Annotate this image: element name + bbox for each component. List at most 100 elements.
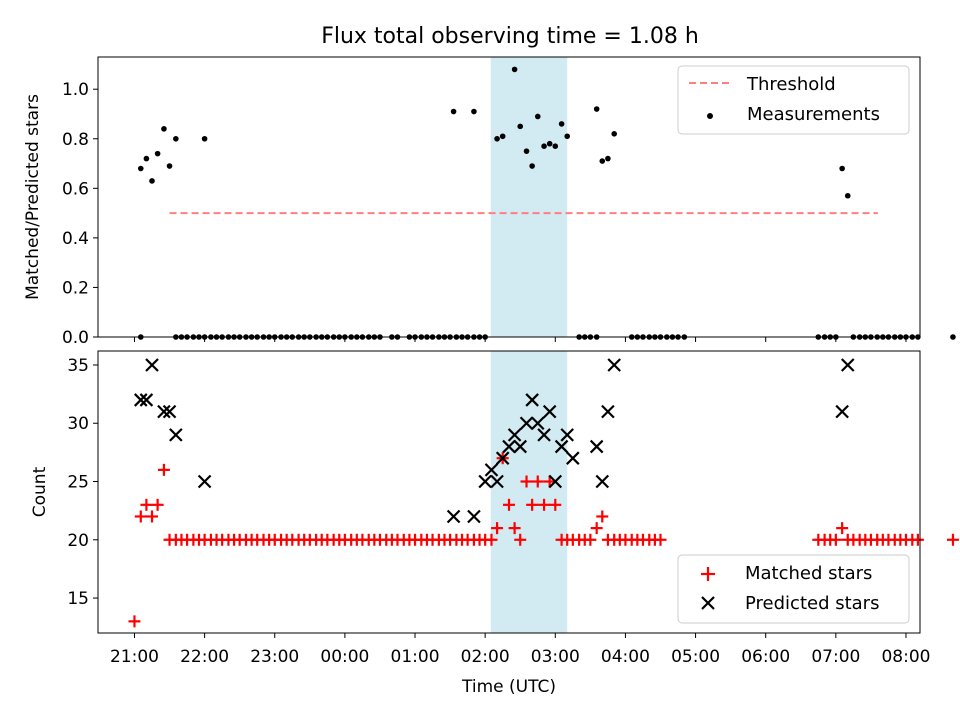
measurement-point xyxy=(839,165,845,172)
chart-title: Flux total observing time = 1.08 h xyxy=(321,24,699,49)
matched-star-point xyxy=(151,498,164,511)
predicted-legend-swatch xyxy=(701,596,715,610)
predicted-star-point xyxy=(478,474,492,489)
x-axis-label: Time (UTC) xyxy=(461,677,556,697)
measurement-point xyxy=(137,165,144,172)
bottom-x-ticks: 21:00 22:00 23:00 00:00 01:00 02:00 03:00 04:00… xyxy=(110,633,930,667)
matched-star-point xyxy=(911,533,924,546)
predicted-star-point xyxy=(530,416,545,431)
measurements-legend-swatch xyxy=(707,113,713,119)
measurement-point xyxy=(517,123,524,130)
measurement-point xyxy=(166,163,173,169)
bottom-panel: 15 20 25 30 35 21:00 22:00 23:00 00:00 01:00 02:0… xyxy=(30,350,959,697)
measurement-point xyxy=(564,133,571,140)
bottom-x-tick-label: 05:00 xyxy=(671,647,720,667)
bottom-x-tick-label: 23:00 xyxy=(250,647,299,667)
predicted-star-point xyxy=(840,358,855,372)
measurement-point-zero xyxy=(950,334,956,340)
matched-star-point xyxy=(654,533,667,546)
bottom-marks xyxy=(128,358,959,628)
top-y-tick-label: 0.8 xyxy=(62,130,89,150)
bottom-y-ticks: 15 20 25 30 35 xyxy=(67,356,98,609)
top-legend-box xyxy=(677,65,910,135)
bottom-x-tick-label: 03:00 xyxy=(531,647,580,667)
predicted-star-point xyxy=(162,404,177,419)
top-legend: Threshold Measurements xyxy=(677,65,910,135)
predicted-star-point xyxy=(490,474,504,489)
top-y-tick-label: 0.2 xyxy=(62,278,89,298)
top-marks xyxy=(137,66,956,340)
top-plot-frame xyxy=(97,56,921,338)
top-y-axis-label: Matched/Predicted stars xyxy=(23,94,43,300)
measurement-point xyxy=(523,148,530,154)
measurement-point xyxy=(605,155,611,162)
top-y-tick-label: 0.4 xyxy=(62,229,89,249)
matched-star-point xyxy=(128,615,141,628)
matched-star-point xyxy=(520,475,533,488)
bottom-y-tick-label: 35 xyxy=(67,356,89,376)
predicted-star-point xyxy=(169,428,183,442)
bottom-x-tick-label: 07:00 xyxy=(811,647,860,667)
bottom-x-tick-label: 06:00 xyxy=(741,647,790,667)
matched-star-point xyxy=(134,510,147,523)
predicted-star-point xyxy=(134,393,148,407)
predicted-star-point xyxy=(589,439,604,454)
predicted-legend-label: Predicted stars xyxy=(745,593,879,614)
predicted-star-point xyxy=(513,439,527,454)
matched-star-point xyxy=(503,498,515,511)
top-y-tick-label: 0.0 xyxy=(62,328,89,348)
matched-star-point xyxy=(531,475,544,488)
matched-star-point xyxy=(829,533,842,546)
measurement-point xyxy=(599,158,606,164)
top-x-ticks xyxy=(133,337,907,342)
bottom-y-axis-label: Count xyxy=(30,466,50,517)
matched-star-point xyxy=(491,522,504,535)
bottom-y-tick-label: 25 xyxy=(67,473,89,493)
predicted-star-point xyxy=(525,393,539,407)
matched-star-point xyxy=(590,522,603,535)
predicted-star-point xyxy=(484,463,499,477)
top-shaded-interval xyxy=(490,57,568,337)
measurement-point xyxy=(552,143,559,150)
top-y-ticks: 0.0 0.2 0.4 0.6 0.8 1.0 xyxy=(62,80,98,348)
bottom-y-tick-label: 15 xyxy=(67,589,89,609)
matched-legend-label: Matched stars xyxy=(745,563,872,584)
measurement-point xyxy=(201,135,208,142)
predicted-star-point xyxy=(157,404,171,419)
measurement-point xyxy=(529,163,535,169)
bottom-x-tick-label: 21:00 xyxy=(110,647,159,667)
measurement-point xyxy=(844,192,851,199)
predicted-star-point xyxy=(601,404,615,419)
top-y-tick-label: 0.6 xyxy=(62,179,89,199)
predicted-star-point xyxy=(548,474,563,489)
predicted-star-point xyxy=(560,428,574,442)
bottom-x-tick-label: 00:00 xyxy=(320,647,369,667)
measurement-point xyxy=(494,135,500,142)
measurement-point xyxy=(541,143,547,150)
measurement-point xyxy=(161,126,167,132)
predicted-star-point xyxy=(197,474,212,489)
top-panel: 0.0 0.2 0.4 0.6 0.8 1.0 Matched/Predicted sta… xyxy=(23,56,956,348)
predicted-star-point xyxy=(446,509,461,524)
threshold-legend-label: Threshold xyxy=(746,74,836,95)
measurement-point xyxy=(611,131,618,137)
matched-star-point xyxy=(836,522,849,535)
measurement-point xyxy=(471,108,477,115)
measurement-point xyxy=(546,140,553,147)
bottom-plot-frame xyxy=(97,350,921,634)
measurement-point xyxy=(558,121,565,127)
measurement-point xyxy=(450,108,457,115)
measurement-point xyxy=(499,133,506,140)
bottom-x-tick-label: 22:00 xyxy=(180,647,229,667)
bottom-legend: Matched stars Predicted stars xyxy=(677,554,910,624)
measurement-point xyxy=(149,178,155,184)
bottom-x-tick-label: 01:00 xyxy=(391,647,440,667)
matched-star-point xyxy=(543,475,556,488)
predicted-star-point xyxy=(554,439,569,454)
matched-legend-swatch xyxy=(701,567,715,581)
bottom-x-tick-label: 02:00 xyxy=(461,647,510,667)
predicted-star-point xyxy=(502,439,516,454)
matched-star-point xyxy=(526,498,539,511)
predicted-star-point xyxy=(607,358,621,372)
matched-star-point xyxy=(485,533,498,546)
